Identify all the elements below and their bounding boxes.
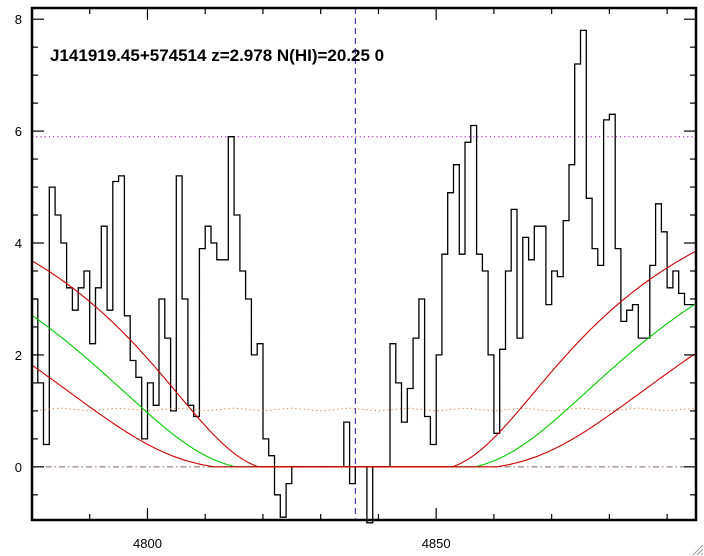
- plot-frame: [30, 6, 698, 522]
- x-tick-label: 4800: [133, 536, 162, 551]
- y-tick-label: 8: [15, 12, 22, 27]
- x-tick-label: 4850: [422, 536, 451, 551]
- y-tick-label: 2: [15, 348, 22, 363]
- y-tick-label: 4: [15, 236, 22, 251]
- y-tick-label: 6: [15, 124, 22, 139]
- y-tick-label: 0: [15, 460, 22, 475]
- chart-title: J141919.45+574514 z=2.978 N(HI)=20.25 0: [50, 46, 384, 65]
- flux-series-line: [32, 29, 696, 524]
- resize-grip-icon[interactable]: [690, 542, 704, 556]
- lower-bound-profile-curve: [31, 352, 697, 468]
